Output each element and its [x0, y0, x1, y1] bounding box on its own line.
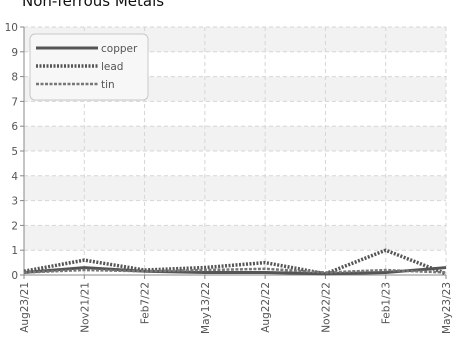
- legend: copper lead tin: [29, 33, 149, 101]
- x-tick-label: May13/22: [200, 282, 212, 334]
- x-tick-label: May23/23: [441, 282, 453, 334]
- y-tick-label: 7: [11, 96, 18, 108]
- legend-label-tin: tin: [101, 79, 115, 91]
- y-tick-label: 8: [11, 72, 18, 84]
- series-line-tin: [23, 267, 447, 274]
- series-line-copper: [23, 266, 447, 276]
- y-tick-label: 1: [11, 245, 18, 257]
- y-tick-label: 4: [11, 171, 18, 183]
- y-tick-label: 6: [11, 121, 18, 133]
- plot-band: [24, 126, 446, 151]
- plot-band: [24, 225, 446, 251]
- y-tick-label: 3: [11, 196, 18, 208]
- x-tick-label: Feb1/23: [381, 282, 393, 324]
- chart-title: Non-ferrous Metals: [22, 0, 165, 10]
- axes: [20, 26, 447, 279]
- legend-label-copper: copper: [101, 43, 138, 55]
- x-tick-labels: Aug23/21 Nov21/21 Feb7/22 May13/22 Aug22/22 N…: [19, 282, 453, 334]
- y-tick-label: 0: [11, 270, 18, 282]
- y-tick-label: 2: [11, 220, 18, 232]
- y-tick-label: 10: [5, 22, 18, 34]
- y-tick-label: 5: [11, 146, 18, 158]
- x-tick-label: Aug23/21: [19, 282, 31, 333]
- y-tick-label: 9: [11, 47, 18, 59]
- y-tick-labels: 0 1 2 3 4 5 6 7 8 9 10: [5, 22, 19, 282]
- x-tick-label: Aug22/22: [260, 282, 272, 333]
- series-line-lead: [23, 248, 447, 276]
- plot-band: [24, 175, 446, 201]
- series-lines: [23, 248, 447, 276]
- x-tick-label: Feb7/22: [140, 282, 152, 324]
- x-tick-label: Nov21/21: [79, 282, 91, 333]
- legend-label-lead: lead: [101, 61, 123, 73]
- x-tick-label: Nov22/22: [320, 282, 332, 333]
